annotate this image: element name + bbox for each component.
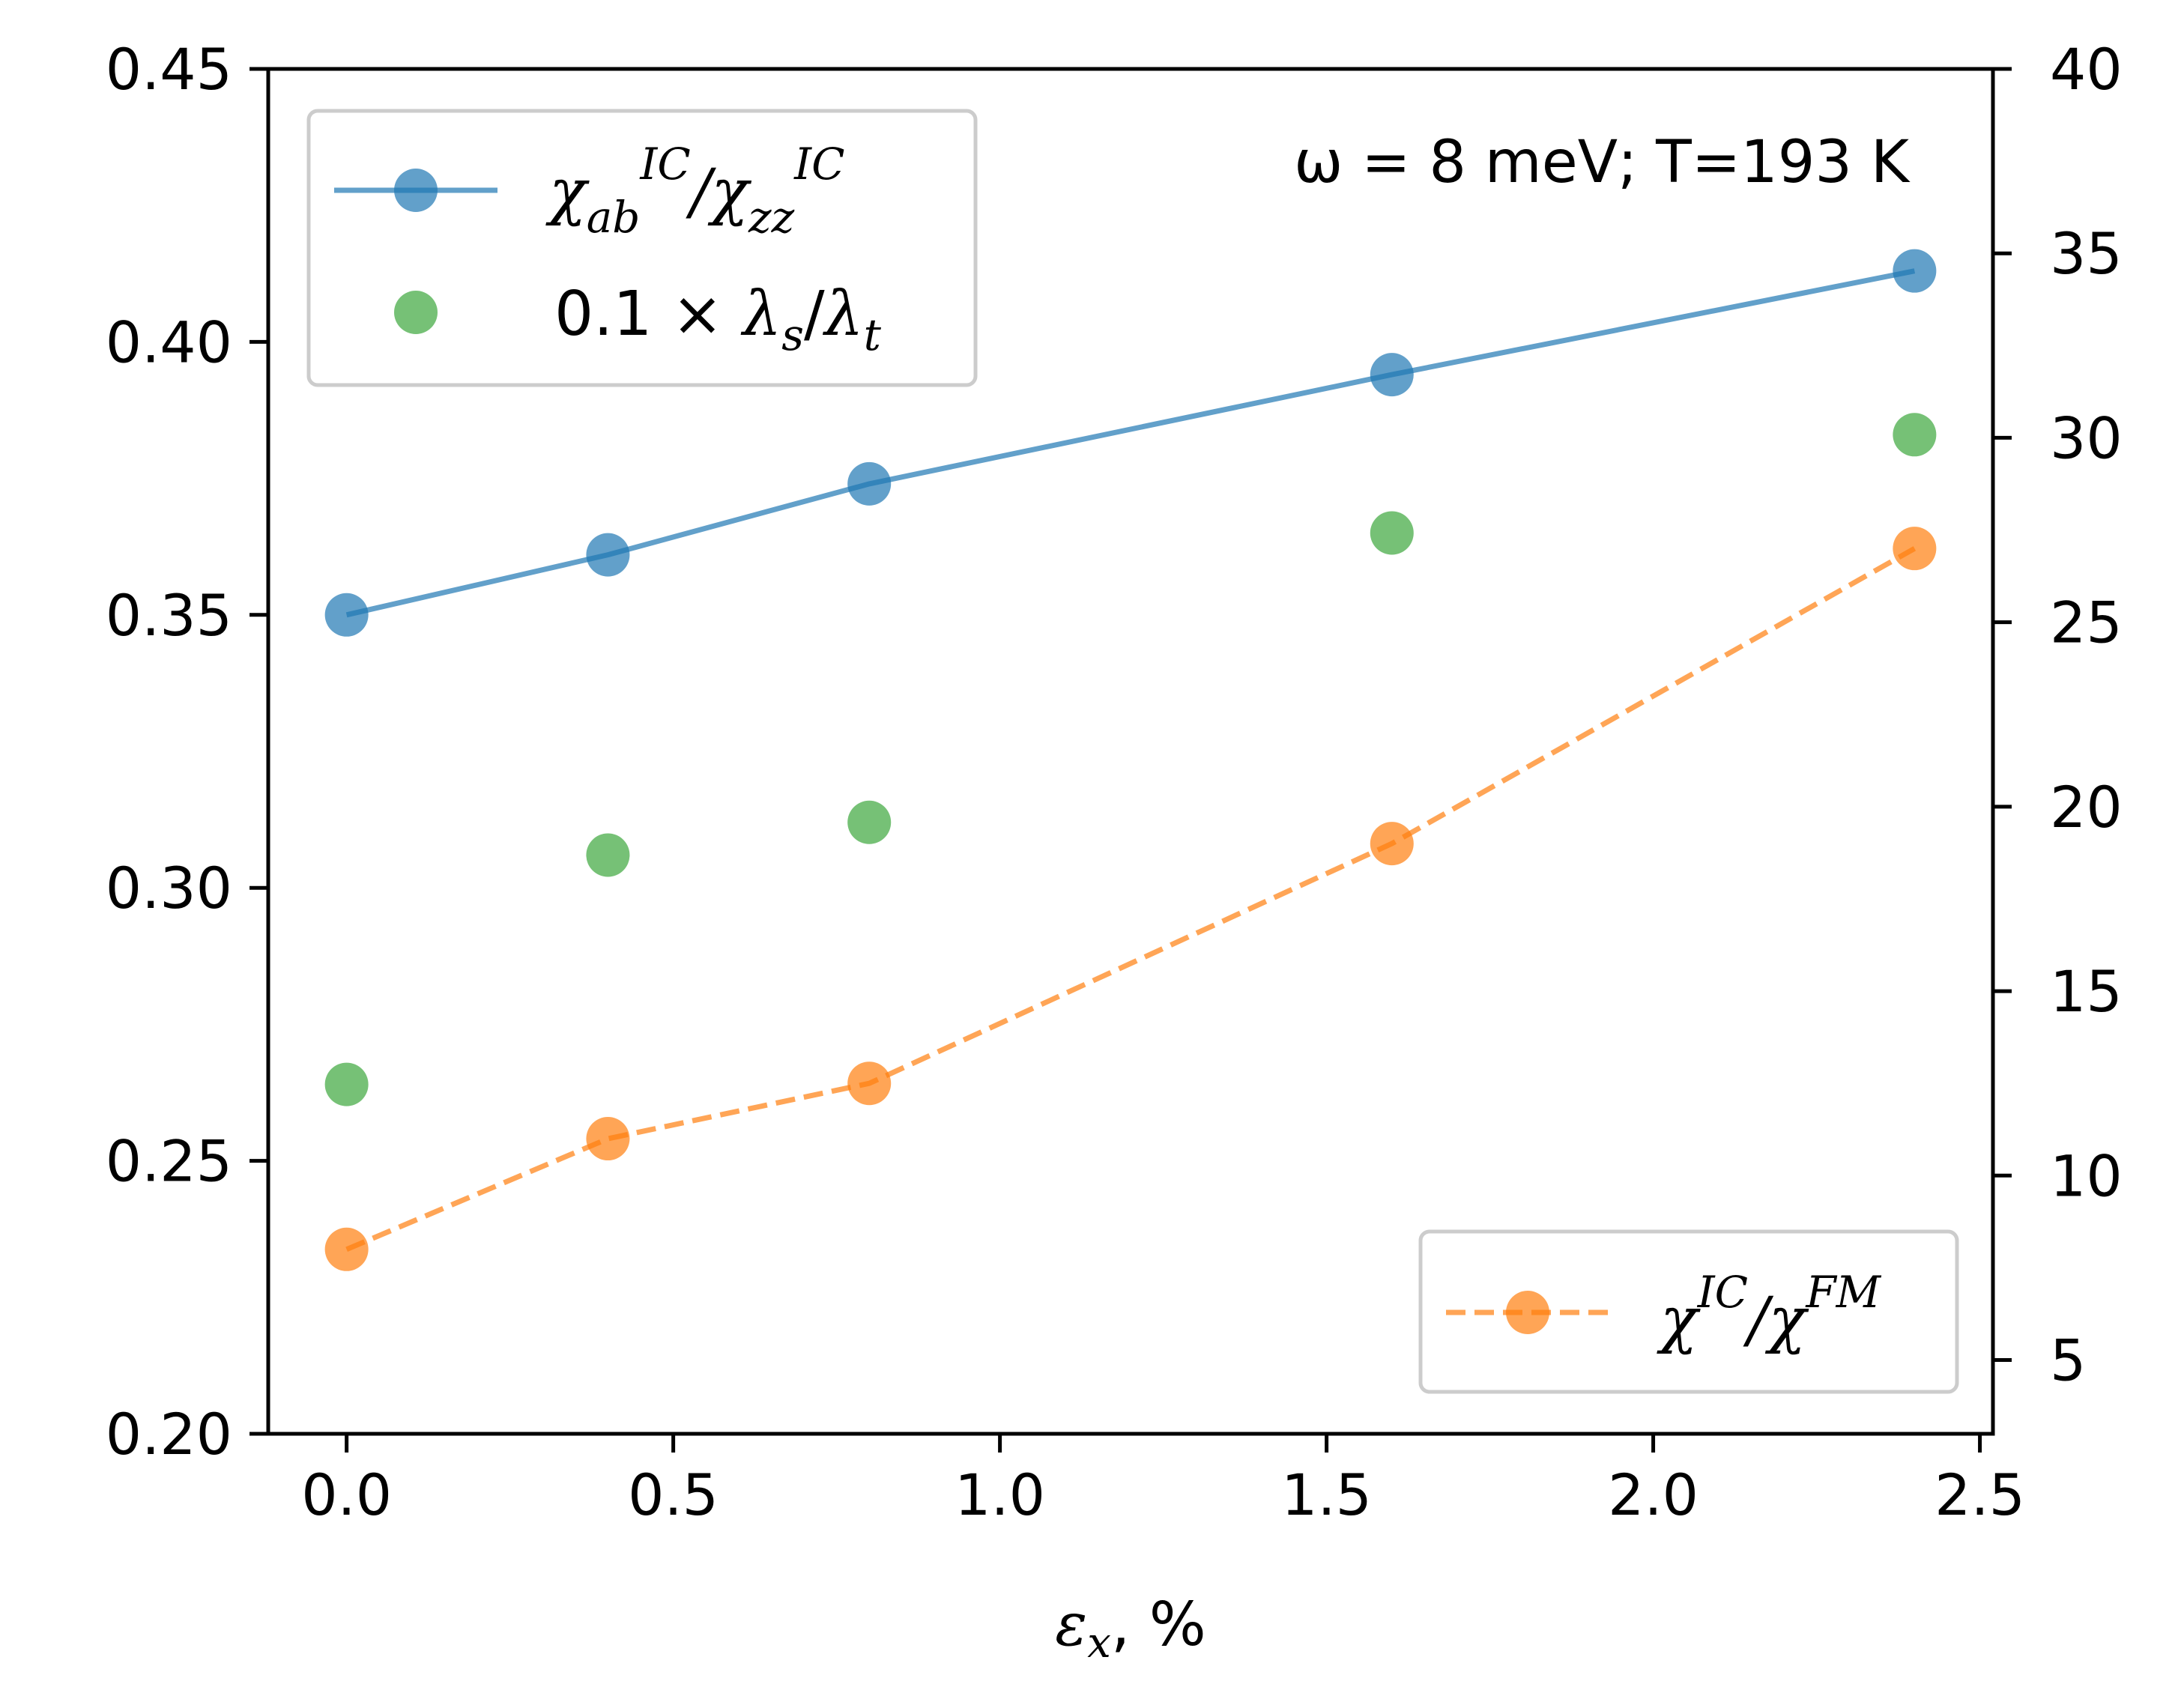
x-tick-label: 2.0	[1608, 1462, 1699, 1528]
y-right-tick-label: 10	[2050, 1142, 2123, 1209]
y-left-tick-label: 0.35	[106, 582, 232, 649]
y-left-tick-label: 0.30	[106, 855, 232, 921]
x-tick-label: 1.0	[955, 1462, 1045, 1528]
chart-annotation: ω = 8 meV; T=193 K	[1294, 129, 1911, 196]
x-tick-label: 0.0	[301, 1462, 392, 1528]
series-3-point	[1893, 527, 1937, 571]
plot-frame	[266, 67, 1995, 1436]
y-left-tick-label: 0.40	[106, 309, 232, 375]
series-1-point	[847, 461, 892, 506]
y-right-tick-label: 20	[2050, 774, 2123, 840]
y-right-tick-label: 5	[2050, 1327, 2086, 1394]
series-1-point	[1893, 249, 1937, 293]
x-label-suffix: , %	[1111, 1590, 1206, 1659]
upper-left-legend: χabIC/χzzIC 0.1 × λs/λt	[306, 109, 978, 387]
y-right-tick-label: 25	[2050, 590, 2123, 656]
x-tick-label: 1.5	[1281, 1462, 1372, 1528]
lower-right-legend: χIC/χFM	[1418, 1229, 1959, 1394]
y-left-tick-label: 0.45	[106, 36, 232, 103]
legend-marker-chi-ic-fm	[1506, 1291, 1549, 1334]
legend-marker-lambda-ratio	[394, 291, 438, 334]
legend-label-lambda-ratio: 0.1 × λs/λt	[554, 279, 882, 360]
series-layer	[324, 249, 1937, 1271]
y-right-tick-label: 40	[2050, 36, 2123, 103]
series-3-point	[586, 1117, 630, 1161]
series-2-point	[847, 800, 892, 844]
series-2-point	[1370, 511, 1414, 555]
x-label-subscript: x	[1087, 1619, 1111, 1668]
series-2-point	[1893, 413, 1937, 457]
series-1-point	[1370, 353, 1414, 397]
legend-box	[306, 109, 978, 387]
series-3-point	[324, 1227, 369, 1271]
series-3-point	[1370, 822, 1414, 866]
x-tick-label: 2.5	[1935, 1462, 2025, 1528]
axis-layer: 0.0 0.5 1.0 1.5 2.0 2.5 0.20 0.25 0.30 0.35 0.40 0.…	[106, 36, 2123, 1528]
series-2-point	[324, 1062, 369, 1106]
y-right-tick-label: 30	[2050, 405, 2123, 471]
y-left-tick-label: 0.25	[106, 1128, 232, 1195]
series-1-point	[324, 593, 369, 637]
y-left-tick-label: 0.20	[106, 1401, 232, 1468]
series-2-point	[586, 833, 630, 877]
legend-marker-chi-ab-zz	[394, 169, 438, 212]
x-axis-label: εx, %	[1055, 1590, 1206, 1668]
x-label-symbol: ε	[1055, 1590, 1087, 1659]
series-1-point	[586, 533, 630, 577]
series-3-point	[847, 1061, 892, 1106]
x-tick-label: 0.5	[628, 1462, 719, 1528]
y-right-tick-label: 15	[2050, 958, 2123, 1025]
legend-box	[1418, 1229, 1959, 1394]
y-right-tick-label: 35	[2050, 220, 2123, 287]
